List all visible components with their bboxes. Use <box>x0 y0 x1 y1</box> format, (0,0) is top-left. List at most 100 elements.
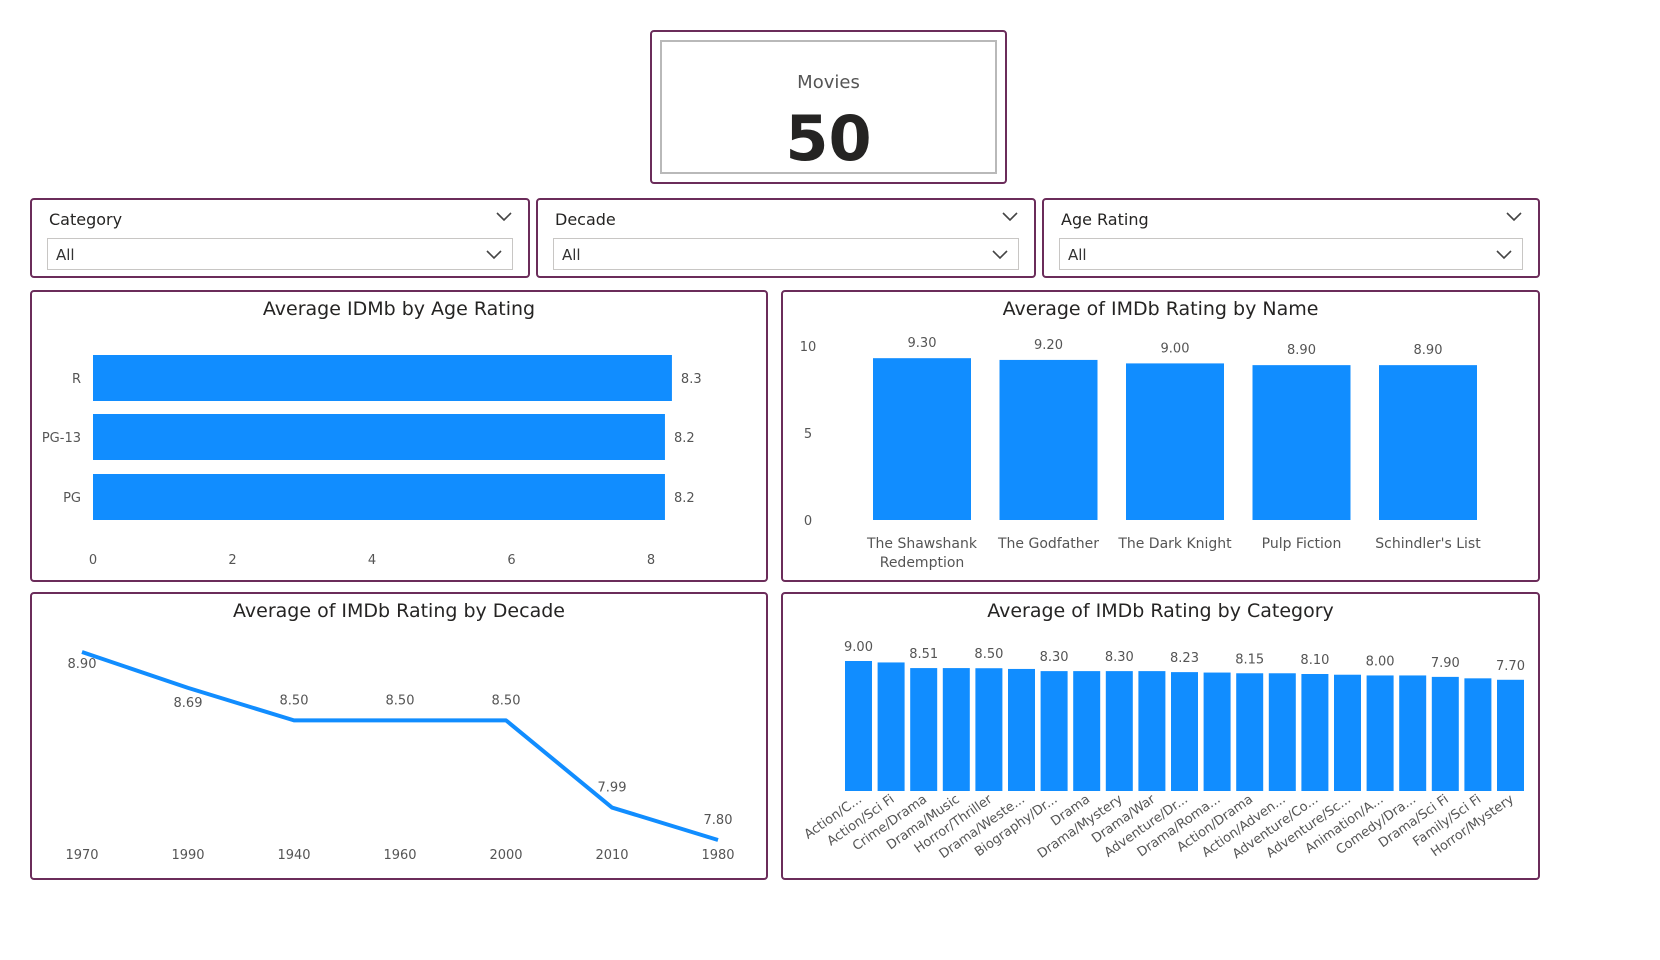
bar <box>877 662 905 791</box>
chart-by-name-plot: 0 5 10 9.30 The Shawshank Redemption 9.20 The G… <box>800 336 1481 571</box>
bar <box>1399 675 1427 791</box>
bar <box>999 359 1098 520</box>
x-tick-label: 8 <box>647 553 655 568</box>
chart-age-rating: Average IDMb by Age Rating R 8.3 PG-13 8.2 P… <box>30 290 768 582</box>
data-label: 7.99 <box>598 781 627 796</box>
chevron-down-icon <box>992 250 1008 260</box>
bar <box>910 668 938 791</box>
chevron-down-icon[interactable] <box>494 209 514 223</box>
data-label: 8.51 <box>909 647 938 662</box>
data-label: 9.00 <box>1161 341 1190 356</box>
chart-title: Average of IMDb Rating by Decade <box>233 600 565 622</box>
data-label: 8.10 <box>1300 653 1329 668</box>
chevron-down-icon[interactable] <box>1504 209 1524 223</box>
x-tick-label: 0 <box>89 553 97 568</box>
bar <box>1334 674 1361 791</box>
data-label: 8.50 <box>386 693 415 708</box>
bar <box>1252 365 1351 520</box>
bar <box>1171 672 1198 791</box>
data-label: 8.50 <box>492 693 521 708</box>
dropdown-value: All <box>1068 246 1087 264</box>
decade-slicer[interactable]: Decade All <box>536 198 1036 278</box>
kpi-label: Movies <box>797 72 860 93</box>
age-rating-slicer[interactable]: Age Rating All <box>1042 198 1540 278</box>
bar <box>1497 679 1524 791</box>
movies-kpi-card: Movies 50 <box>650 30 1007 184</box>
chevron-down-icon[interactable] <box>1000 209 1020 223</box>
category-label: PG <box>63 491 81 506</box>
data-label: 8.23 <box>1170 651 1199 666</box>
data-label: 9.30 <box>908 336 937 351</box>
data-label: 8.90 <box>1287 343 1316 358</box>
data-label: 8.50 <box>280 693 309 708</box>
y-tick-label: 0 <box>804 514 812 529</box>
data-label: 8.2 <box>674 431 695 446</box>
data-label: 7.90 <box>1431 656 1460 671</box>
decade-dropdown[interactable]: All <box>553 238 1019 270</box>
dropdown-value: All <box>562 246 581 264</box>
bar <box>1268 673 1296 791</box>
category-label: Schindler's List <box>1375 536 1481 552</box>
chart-title: Average of IMDb Rating by Category <box>987 600 1334 622</box>
chart-title: Average of IMDb Rating by Name <box>1002 298 1319 320</box>
bar <box>1008 668 1035 791</box>
x-tick-label: 4 <box>368 553 376 568</box>
bar <box>1073 671 1101 791</box>
bar <box>873 358 971 520</box>
category-label: The Godfather <box>997 536 1099 552</box>
bar <box>1236 673 1264 791</box>
data-label: 7.80 <box>704 813 733 828</box>
bar <box>1126 363 1224 520</box>
data-label: 8.00 <box>1366 654 1395 669</box>
data-label: 8.3 <box>681 372 702 387</box>
chart-by-category: Average of IMDb Rating by Category 9.00 A… <box>781 592 1540 880</box>
bar <box>1464 678 1492 791</box>
category-slicer[interactable]: Category All <box>30 198 530 278</box>
x-tick-label: 2000 <box>489 848 522 863</box>
chevron-down-icon <box>1496 250 1512 260</box>
category-label: The Dark Knight <box>1117 536 1232 552</box>
x-tick-label: 1990 <box>171 848 204 863</box>
category-label: PG-13 <box>42 431 81 446</box>
chart-title: Average IDMb by Age Rating <box>262 298 536 320</box>
bar <box>1203 672 1231 791</box>
slicer-title: Age Rating <box>1061 210 1149 229</box>
bar <box>1366 675 1394 791</box>
data-label: 8.30 <box>1040 650 1069 665</box>
category-label: Pulp Fiction <box>1262 536 1342 552</box>
data-label: 8.2 <box>674 491 695 506</box>
bar <box>845 661 872 791</box>
chart-by-name: Average of IMDb Rating by Name 0 5 10 9.30 T… <box>781 290 1540 582</box>
bar <box>942 668 970 791</box>
x-tick-label: 1970 <box>65 848 98 863</box>
data-label: 8.50 <box>974 647 1003 662</box>
x-tick-label: 2 <box>228 553 236 568</box>
bar <box>1040 671 1068 791</box>
y-tick-label: 5 <box>804 427 812 442</box>
y-tick-label: 10 <box>800 340 817 355</box>
chart-age-rating-plot: R 8.3 PG-13 8.2 PG 8.2 0 2 4 6 8 <box>42 355 702 568</box>
data-label: 8.30 <box>1105 650 1134 665</box>
chart-by-decade: Average of IMDb Rating by Decade 8.90 197… <box>30 592 768 880</box>
x-tick-label: 2010 <box>595 848 628 863</box>
x-tick-label: 1940 <box>277 848 310 863</box>
category-dropdown[interactable]: All <box>47 238 513 270</box>
chart-by-decade-plot: 8.90 1970 8.69 1990 8.50 1940 8.50 1960 8.50 2000… <box>65 650 735 863</box>
bar <box>93 414 665 460</box>
dropdown-value: All <box>56 246 75 264</box>
data-label: 8.69 <box>174 696 203 711</box>
bar <box>93 474 665 520</box>
category-label: Redemption <box>880 555 965 571</box>
data-label: 9.00 <box>844 640 873 655</box>
data-label: 9.20 <box>1034 338 1063 353</box>
slicer-title: Decade <box>555 210 616 229</box>
data-label: 8.90 <box>1414 343 1443 358</box>
kpi-value: 50 <box>785 102 872 175</box>
kpi-inner-frame: Movies 50 <box>660 40 997 175</box>
category-label: The Shawshank <box>866 536 978 552</box>
bar <box>1138 671 1166 791</box>
x-tick-label: 1980 <box>701 848 734 863</box>
bar <box>975 668 1003 791</box>
bar <box>1105 671 1133 791</box>
age-rating-dropdown[interactable]: All <box>1059 238 1523 270</box>
